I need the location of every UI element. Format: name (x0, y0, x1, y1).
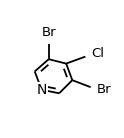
Text: Cl: Cl (92, 47, 105, 60)
Text: Br: Br (41, 26, 56, 39)
Text: N: N (37, 83, 47, 97)
Text: Br: Br (97, 83, 111, 96)
